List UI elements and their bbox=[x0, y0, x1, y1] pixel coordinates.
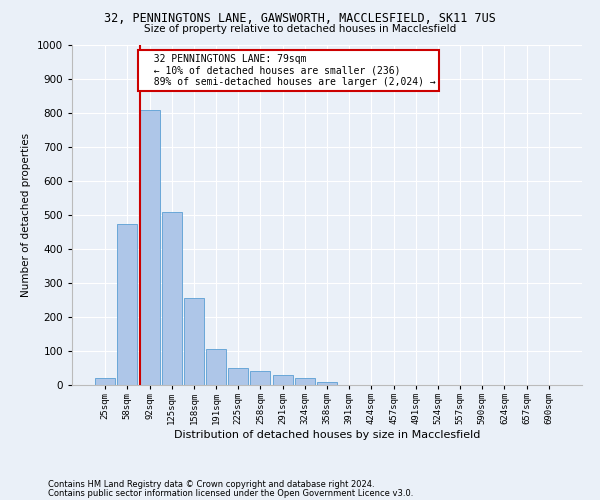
Bar bbox=[206, 350, 226, 385]
Bar bbox=[95, 378, 115, 385]
Bar bbox=[228, 368, 248, 385]
Bar bbox=[295, 378, 315, 385]
Bar bbox=[140, 110, 160, 385]
Bar bbox=[272, 375, 293, 385]
Bar bbox=[162, 212, 182, 385]
Text: Contains public sector information licensed under the Open Government Licence v3: Contains public sector information licen… bbox=[48, 488, 413, 498]
Text: 32 PENNINGTONS LANE: 79sqm
  ← 10% of detached houses are smaller (236)
  89% of: 32 PENNINGTONS LANE: 79sqm ← 10% of deta… bbox=[142, 54, 436, 86]
Bar bbox=[250, 372, 271, 385]
Text: 32, PENNINGTONS LANE, GAWSWORTH, MACCLESFIELD, SK11 7US: 32, PENNINGTONS LANE, GAWSWORTH, MACCLES… bbox=[104, 12, 496, 26]
Bar bbox=[317, 382, 337, 385]
Y-axis label: Number of detached properties: Number of detached properties bbox=[21, 133, 31, 297]
X-axis label: Distribution of detached houses by size in Macclesfield: Distribution of detached houses by size … bbox=[174, 430, 480, 440]
Bar bbox=[118, 224, 137, 385]
Text: Size of property relative to detached houses in Macclesfield: Size of property relative to detached ho… bbox=[144, 24, 456, 34]
Text: Contains HM Land Registry data © Crown copyright and database right 2024.: Contains HM Land Registry data © Crown c… bbox=[48, 480, 374, 489]
Bar bbox=[184, 298, 204, 385]
